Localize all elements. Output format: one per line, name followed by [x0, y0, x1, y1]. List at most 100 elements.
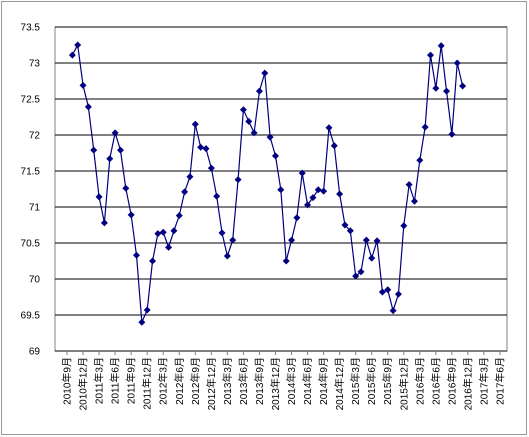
- data-point: [432, 84, 440, 92]
- x-tick-label: 2011年9月: [125, 357, 138, 404]
- data-point: [314, 186, 322, 194]
- data-point: [250, 129, 258, 137]
- data-point: [165, 243, 173, 251]
- data-point: [421, 123, 429, 131]
- data-point: [357, 268, 365, 276]
- y-tick-label: 71: [29, 203, 41, 214]
- data-point: [277, 186, 285, 194]
- x-tick-label: 2017年6月: [494, 357, 507, 405]
- data-point: [346, 227, 354, 235]
- x-tick-label: 2013年12月: [269, 357, 282, 410]
- data-point: [132, 251, 140, 259]
- data-point: [298, 169, 306, 177]
- data-point: [223, 252, 231, 260]
- data-point: [213, 192, 221, 200]
- data-point: [84, 103, 92, 111]
- x-tick-label: 2013年3月: [221, 357, 234, 405]
- x-tick-label: 2014年9月: [317, 357, 330, 405]
- data-point: [138, 318, 146, 326]
- data-point: [127, 211, 135, 219]
- data-point: [229, 236, 237, 244]
- data-point: [245, 117, 253, 125]
- data-point: [394, 290, 402, 298]
- data-point: [170, 227, 178, 235]
- data-point: [293, 214, 301, 222]
- data-point: [336, 190, 344, 198]
- x-tick-label: 2015年9月: [381, 357, 394, 405]
- data-point: [330, 142, 338, 150]
- x-tick-label: 2014年6月: [301, 357, 314, 405]
- data-point: [143, 306, 151, 314]
- x-tick-label: 2011年6月: [109, 357, 122, 404]
- data-point: [362, 236, 370, 244]
- x-tick-label: 2016年3月: [413, 357, 426, 405]
- x-tick-label: 2014年3月: [285, 357, 298, 405]
- data-point: [116, 146, 124, 154]
- data-point: [202, 145, 210, 153]
- data-point: [74, 41, 82, 49]
- x-tick-label: 2011年3月: [93, 357, 106, 404]
- data-point: [282, 257, 290, 265]
- data-point: [218, 229, 226, 237]
- x-tick-label: 2012年12月: [205, 357, 218, 410]
- x-tick-label: 2010年9月: [61, 357, 74, 405]
- x-tick-label: 2013年9月: [253, 357, 266, 405]
- data-point: [154, 230, 162, 238]
- data-point: [100, 219, 108, 227]
- data-point: [453, 59, 461, 67]
- data-point: [234, 176, 242, 184]
- data-point: [159, 228, 167, 236]
- data-point: [191, 120, 199, 128]
- data-point: [255, 87, 263, 95]
- data-point: [459, 82, 467, 90]
- y-tick-label: 70.5: [21, 239, 41, 250]
- data-point: [320, 187, 328, 195]
- data-point: [368, 254, 376, 262]
- data-point: [341, 221, 349, 229]
- data-point: [400, 222, 408, 230]
- data-point: [149, 257, 157, 265]
- data-point: [352, 272, 360, 280]
- x-tick-label: 2012年6月: [173, 357, 186, 405]
- y-tick-label: 73.5: [21, 23, 41, 34]
- data-point: [106, 155, 114, 163]
- data-point: [325, 124, 333, 132]
- data-point: [181, 188, 189, 196]
- x-tick-label: 2016年6月: [429, 357, 442, 405]
- data-point: [378, 288, 386, 296]
- y-tick-label: 71.5: [21, 167, 41, 178]
- x-tick-label: 2015年12月: [397, 357, 410, 410]
- y-tick-label: 69.5: [21, 311, 41, 322]
- data-point: [111, 129, 119, 137]
- data-point: [309, 194, 317, 202]
- x-tick-label: 2013年6月: [237, 357, 250, 405]
- x-tick-label: 2016年9月: [445, 357, 458, 405]
- data-point: [266, 133, 274, 141]
- data-point: [384, 286, 392, 294]
- data-point: [122, 184, 130, 192]
- data-point: [261, 69, 269, 77]
- x-tick-label: 2014年12月: [333, 357, 346, 410]
- data-point: [207, 164, 215, 172]
- x-tick-label: 2011年12月: [141, 357, 154, 410]
- data-point: [79, 81, 87, 89]
- data-point: [437, 42, 445, 50]
- y-tick-label: 72.5: [21, 95, 41, 106]
- data-point: [389, 307, 397, 315]
- data-point: [405, 181, 413, 189]
- data-point: [68, 51, 76, 59]
- y-tick-label: 73: [29, 59, 41, 70]
- data-point: [304, 201, 312, 209]
- series-line: [71, 43, 464, 323]
- x-tick-label: 2015年3月: [349, 357, 362, 405]
- data-point: [239, 106, 247, 114]
- x-tick-label: 2012年3月: [157, 357, 170, 405]
- x-tick-label: 2017年3月: [477, 357, 490, 405]
- data-point: [443, 87, 451, 95]
- data-point: [410, 197, 418, 205]
- y-tick-label: 70: [29, 275, 41, 286]
- data-point: [175, 212, 183, 220]
- data-point: [373, 237, 381, 245]
- y-tick-label: 72: [29, 131, 41, 142]
